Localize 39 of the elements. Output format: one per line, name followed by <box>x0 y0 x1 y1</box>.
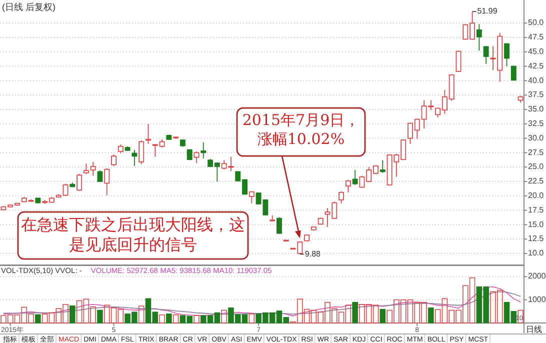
annotation: 在急速下跌之后出现大阳线，这是见底回升的信号 <box>21 215 245 255</box>
bar <box>248 314 255 324</box>
bar <box>159 314 165 324</box>
y-tick-label: 20.0 <box>528 190 544 200</box>
y-tick-label: 27.5 <box>528 148 544 157</box>
bar <box>138 306 144 324</box>
y-tick-label: 47.5 <box>528 32 544 42</box>
y-tick-label: 17.5 <box>528 205 544 214</box>
bar <box>221 310 227 324</box>
bar <box>380 308 386 324</box>
bar <box>428 308 434 324</box>
bar <box>172 314 179 324</box>
y-tick-label: 12.5 <box>528 234 544 244</box>
y-tick-label: 37.5 <box>528 90 544 100</box>
y-tick-label: 50.0 <box>528 18 544 28</box>
y-tick-label: 22.5 <box>528 176 544 186</box>
bar <box>166 314 172 324</box>
y-tick-label: 42.5 <box>528 61 544 70</box>
y-tick-label: 1000 <box>528 294 546 304</box>
y-tick-label: 32.5 <box>528 118 544 128</box>
annotation: 2015年7月9日，涨幅10.02% <box>241 111 361 149</box>
text: 日线 <box>526 325 542 334</box>
bar <box>70 305 76 324</box>
y-tick-label: 10.0 <box>528 248 544 258</box>
y-tick-label: 35.0 <box>528 104 544 114</box>
y-tick-label: 30.0 <box>528 133 544 142</box>
y-tick-label: 15.0 <box>528 220 544 229</box>
bar <box>352 302 358 324</box>
y-tick-label: 2000 <box>528 272 546 281</box>
annotation: 9.88 <box>304 249 322 258</box>
annotation: 51.99 <box>477 6 498 16</box>
bar <box>97 310 103 324</box>
y-tick-label: 45.0 <box>528 46 544 56</box>
y-tick-label: 25.0 <box>528 162 544 172</box>
y-tick-label: 40.0 <box>528 76 544 85</box>
bar <box>35 314 41 324</box>
line-series <box>3 291 521 315</box>
bar <box>194 315 200 324</box>
chart-title: (日线 后复权) <box>2 2 56 12</box>
